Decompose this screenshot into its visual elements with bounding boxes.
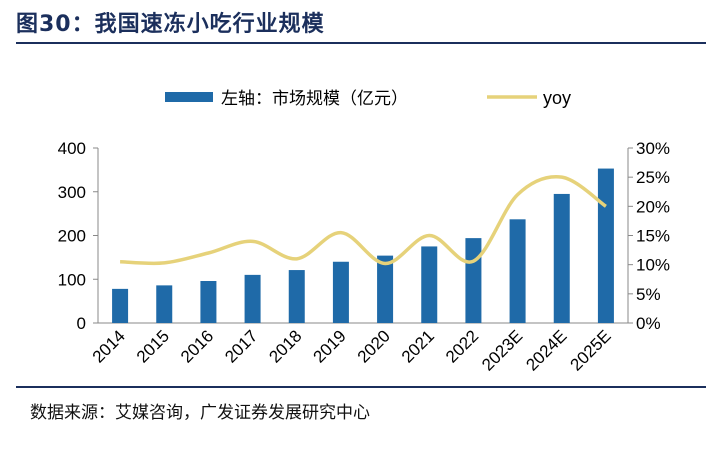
bar bbox=[244, 274, 261, 323]
source-note: 数据来源：艾媒咨询，广发证券发展研究中心 bbox=[30, 403, 370, 423]
left-tick-label: 100 bbox=[58, 270, 86, 289]
bar bbox=[156, 285, 173, 323]
bar bbox=[509, 219, 526, 323]
x-tick-label: 2019 bbox=[310, 326, 350, 366]
bar bbox=[421, 246, 438, 323]
legend-bar-swatch bbox=[165, 92, 213, 102]
x-tick-label: 2014 bbox=[89, 326, 129, 366]
source-divider bbox=[16, 386, 706, 388]
bar bbox=[597, 168, 614, 323]
left-tick-label: 300 bbox=[58, 183, 86, 202]
left-tick-label: 400 bbox=[58, 139, 86, 158]
yoy-line bbox=[120, 175, 607, 266]
bar bbox=[112, 288, 129, 323]
bar bbox=[553, 193, 570, 323]
bar bbox=[377, 255, 394, 323]
x-tick-label: 2020 bbox=[354, 326, 394, 366]
x-tick-label: 2023E bbox=[478, 326, 526, 374]
right-tick-label: 30% bbox=[636, 139, 670, 158]
bar bbox=[200, 281, 217, 323]
x-tick-label: 2022 bbox=[442, 326, 482, 366]
left-tick-label: 200 bbox=[58, 227, 86, 246]
x-tick-label: 2015 bbox=[133, 326, 173, 366]
right-tick-label: 10% bbox=[636, 256, 670, 275]
right-tick-label: 25% bbox=[636, 168, 670, 187]
x-tick-label: 2024E bbox=[522, 326, 570, 374]
right-tick-label: 20% bbox=[636, 197, 670, 216]
title-divider bbox=[16, 42, 706, 44]
x-tick-label: 2021 bbox=[398, 326, 438, 366]
x-tick-label: 2017 bbox=[221, 326, 261, 366]
x-tick-label: 2016 bbox=[177, 326, 217, 366]
left-tick-label: 0 bbox=[77, 314, 86, 333]
legend-bar-label: 左轴：市场规模（亿元） bbox=[221, 89, 408, 108]
figure-title: 图30：我国速冻小吃行业规模 bbox=[16, 12, 325, 37]
bar bbox=[288, 270, 305, 323]
legend-line-label: yoy bbox=[543, 88, 571, 108]
right-tick-label: 5% bbox=[636, 285, 661, 304]
right-tick-label: 15% bbox=[636, 227, 670, 246]
x-tick-label: 2025E bbox=[567, 326, 615, 374]
right-tick-label: 0% bbox=[636, 314, 661, 333]
x-tick-label: 2018 bbox=[265, 326, 305, 366]
chart: 0 100 200 300 400 0% 5% 10% 15% 20% 25% 30% 2014 2015… bbox=[58, 88, 670, 375]
bar bbox=[465, 238, 482, 323]
bar bbox=[332, 261, 349, 323]
